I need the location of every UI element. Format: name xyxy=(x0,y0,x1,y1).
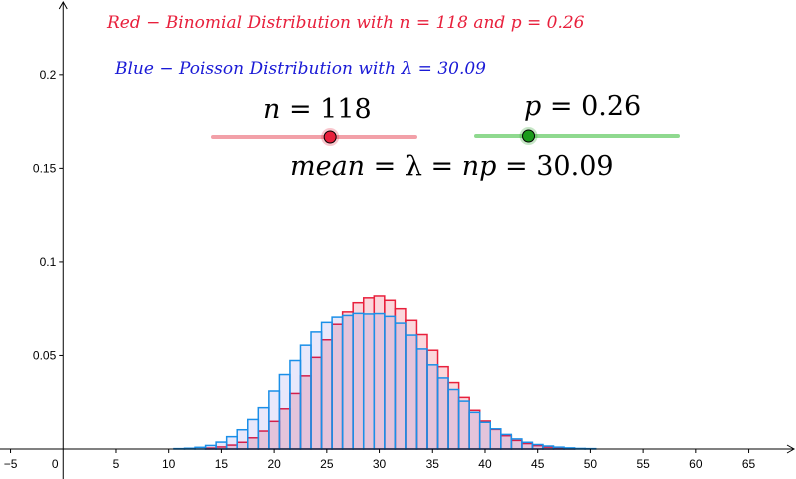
poisson-bar xyxy=(204,444,217,450)
p-value: = 0.26 xyxy=(541,91,642,122)
x-tick-label: 5 xyxy=(113,457,120,471)
poisson-bar xyxy=(341,314,354,450)
poisson-bar xyxy=(331,316,344,450)
poisson-bar xyxy=(436,377,449,450)
poisson-bar xyxy=(489,428,502,450)
poisson-bar xyxy=(278,373,291,450)
x-tick-label: 40 xyxy=(478,457,492,471)
poisson-bar xyxy=(320,321,333,450)
x-tick-label: 15 xyxy=(215,457,229,471)
x-tick-label: 55 xyxy=(636,457,650,471)
poisson-bar xyxy=(257,406,270,450)
poisson-bar xyxy=(415,348,428,450)
p-variable: p xyxy=(524,91,542,122)
poisson-bar xyxy=(394,322,407,450)
p-slider-knob[interactable] xyxy=(522,129,536,143)
poisson-bar xyxy=(500,433,513,450)
p-slider-label: p = 0.26 xyxy=(524,91,641,122)
mean-variable: mean xyxy=(290,151,366,182)
poisson-bar xyxy=(384,315,397,450)
y-axis-arrow xyxy=(58,0,68,10)
poisson-bar xyxy=(457,400,470,450)
poisson-bar xyxy=(225,435,238,450)
mean-equals-lambda: = λ = xyxy=(365,151,462,182)
poisson-bar xyxy=(215,441,228,450)
x-tick-label: 30 xyxy=(373,457,387,471)
n-variable: n xyxy=(263,94,281,125)
poisson-bar xyxy=(289,359,302,450)
x-tick-label: 0 xyxy=(52,457,59,471)
n-slider-label: n = 118 xyxy=(263,94,372,125)
np-variable: np xyxy=(461,151,497,182)
poisson-bar xyxy=(405,334,418,450)
n-value: = 118 xyxy=(280,94,372,125)
poisson-bar xyxy=(236,428,249,450)
y-tick-label: 0.15 xyxy=(33,161,57,175)
poisson-bars xyxy=(173,312,597,450)
x-tick-label: 20 xyxy=(267,457,281,471)
x-tick-label: 65 xyxy=(742,457,756,471)
poisson-bar xyxy=(310,331,323,450)
poisson-bar xyxy=(447,388,460,450)
binomial-bars xyxy=(204,295,576,450)
poisson-bar xyxy=(247,418,260,450)
poisson-bar xyxy=(299,344,312,450)
y-tick-label: 0.1 xyxy=(40,255,57,269)
poisson-bar xyxy=(352,312,365,450)
x-tick-labels: −5 0 5 10 15 20 25 30 35 40 45 50 55 60 65 xyxy=(4,457,756,471)
sliders[interactable] xyxy=(211,127,680,146)
x-tick-label: 60 xyxy=(689,457,703,471)
n-slider-knob[interactable] xyxy=(323,130,337,144)
mean-value: = 30.09 xyxy=(496,151,614,182)
x-tick-label: −5 xyxy=(4,457,18,471)
poisson-bar xyxy=(468,411,481,450)
poisson-bar xyxy=(521,441,534,450)
poisson-bar xyxy=(531,443,544,450)
y-tick-label: 0.05 xyxy=(33,348,57,362)
poisson-bar xyxy=(268,390,281,450)
x-axis-arrow xyxy=(786,444,796,454)
poisson-bar xyxy=(426,364,439,450)
poisson-bar xyxy=(510,438,523,450)
x-tick-label: 45 xyxy=(531,457,545,471)
x-tick-label: 35 xyxy=(426,457,440,471)
poisson-title: Blue − Poisson Distribution with λ = 30.… xyxy=(115,59,486,79)
y-tick-label: 0.2 xyxy=(40,68,57,82)
poisson-bar xyxy=(373,312,386,450)
x-tick-label: 25 xyxy=(320,457,334,471)
poisson-bar xyxy=(362,313,376,450)
x-tick-label: 50 xyxy=(584,457,598,471)
mean-formula: mean = λ = np = 30.09 xyxy=(290,151,614,182)
x-tick-label: 10 xyxy=(162,457,176,471)
binomial-title: Red − Binomial Distribution with n = 118… xyxy=(107,13,585,33)
poisson-bar xyxy=(478,421,492,450)
y-tick-labels: 0.05 0.1 0.15 0.2 xyxy=(33,68,57,363)
